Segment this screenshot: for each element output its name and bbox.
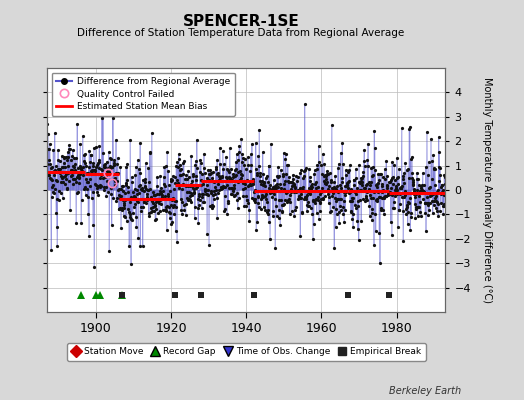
- Legend: Difference from Regional Average, Quality Control Failed, Estimated Station Mean: Difference from Regional Average, Qualit…: [52, 72, 235, 116]
- Legend: Station Move, Record Gap, Time of Obs. Change, Empirical Break: Station Move, Record Gap, Time of Obs. C…: [67, 343, 425, 361]
- Text: Difference of Station Temperature Data from Regional Average: Difference of Station Temperature Data f…: [78, 28, 405, 38]
- Y-axis label: Monthly Temperature Anomaly Difference (°C): Monthly Temperature Anomaly Difference (…: [482, 77, 492, 303]
- Text: SPENCER-1SE: SPENCER-1SE: [183, 14, 299, 29]
- Text: Berkeley Earth: Berkeley Earth: [389, 386, 461, 396]
